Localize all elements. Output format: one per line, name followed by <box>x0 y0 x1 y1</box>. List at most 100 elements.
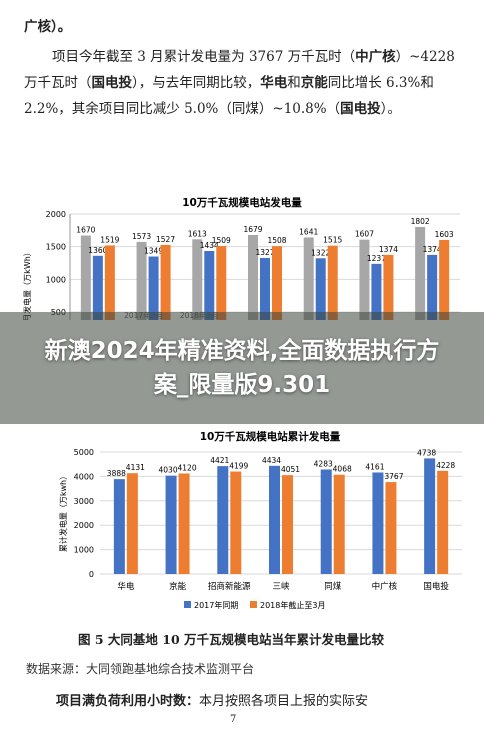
chart2-bar <box>372 472 384 574</box>
chart2-xlabel: 国电投 <box>423 581 449 592</box>
chart1-bar <box>359 239 370 322</box>
para-text-i: 京能 <box>300 75 328 91</box>
chart1-bar-label: 1508 <box>267 236 286 245</box>
section-heading-bold: 项目满负荷利用小时数： <box>56 694 200 709</box>
chart2-xlabel: 华电 <box>117 581 135 592</box>
chart2-bar-label: 4228 <box>436 461 455 470</box>
chart2-bar <box>385 482 397 574</box>
chart2-bar-label: 4030 <box>159 466 178 475</box>
chart2-bar <box>320 469 332 574</box>
chart-monthly-svg: 10万千瓦规模电站发电量 月发电量（万kWh） 200015001000500 … <box>22 196 460 322</box>
para-text-j: 同比增长 6.3%和 2.2%，其余项目同比减少 5.0%（同煤） <box>24 75 434 117</box>
chart2-ytick: 5000 <box>74 448 94 457</box>
para-text-b: 中广 <box>355 49 383 65</box>
chart2-bar-label: 4068 <box>333 465 352 474</box>
chart1-bar <box>104 245 115 322</box>
chart1-bar-label: 1434 <box>200 241 219 250</box>
chart2-bar-label: 4421 <box>210 456 229 465</box>
chart2-xlabel: 三峡 <box>272 581 290 592</box>
data-source: 数据来源：大同领跑基地综合技术监测平台 <box>26 662 255 676</box>
chart2-ytick: 0 <box>89 570 94 579</box>
chart1-bar-label: 1802 <box>411 217 430 226</box>
para-text-k: ~10.8%（ <box>272 101 341 117</box>
chart1-ytick: 1500 <box>46 243 66 252</box>
chart-monthly: 10万千瓦规模电站发电量 月发电量（万kWh） 200015001000500 … <box>0 190 484 324</box>
chart2-ytick: 4000 <box>74 472 94 481</box>
chart1-bar <box>192 239 203 322</box>
legend-swatch-2017 <box>184 601 191 608</box>
chart1-bar <box>216 246 227 322</box>
overlay-banner[interactable]: 新澳2024年精准资料,全面数据执行方案_限量版9.301 <box>0 312 484 424</box>
chart1-bar <box>427 254 438 322</box>
chart2-xlabel: 京能 <box>169 581 187 592</box>
chart2-bar <box>113 479 125 574</box>
chart2-bar-label: 4051 <box>281 465 300 474</box>
chart1-bar <box>204 250 215 322</box>
chart1-bar <box>327 245 338 322</box>
chart2-bar-label: 4738 <box>417 448 436 457</box>
chart2-bar-label: 4131 <box>126 463 145 472</box>
chart2-bar <box>282 475 293 574</box>
chart1-bar-label: 1509 <box>212 236 231 245</box>
chart2-xlabel: 中广核 <box>372 581 398 592</box>
section-heading: 项目满负荷利用小时数：本月按照各项目上报的实际安 <box>56 690 368 709</box>
page-number: 7 <box>230 714 237 725</box>
chart1-title: 10万千瓦规模电站发电量 <box>182 196 302 209</box>
chart2-bar-label: 3767 <box>384 472 403 481</box>
chart1-bar-label: 1607 <box>355 230 374 239</box>
chart2-bar <box>437 470 449 574</box>
para-text-c: 核 <box>382 49 396 65</box>
chart2-ytick: 3000 <box>74 497 94 506</box>
chart2-bar <box>217 466 229 574</box>
chart1-bar <box>260 257 270 322</box>
para-text-h: 和 <box>287 75 301 91</box>
chart2-ytick: 1000 <box>74 546 94 555</box>
figure-caption: 图 5 大同基地 10 万千瓦规模电站当年累计发电量比较 <box>78 632 385 647</box>
chart1-bar-label: 1641 <box>299 227 318 236</box>
chart1-bar-label: 1670 <box>76 226 95 235</box>
chart2-xlabel: 招商新能源 <box>208 581 251 592</box>
chart1-bar-label: 1322 <box>311 248 330 257</box>
chart1-bar <box>248 234 258 322</box>
chart1-bar-label: 1573 <box>132 232 151 241</box>
chart1-bar <box>80 235 91 322</box>
chart1-bar-label: 1603 <box>435 230 454 239</box>
chart2-bar <box>230 471 242 574</box>
paragraph-line1: 广核）。 <box>24 19 72 35</box>
chart1-bar-label: 1327 <box>255 248 274 257</box>
chart1-ytick: 1000 <box>46 275 66 284</box>
chart1-bar <box>383 254 394 322</box>
chart2-bar-label: 4120 <box>178 463 197 472</box>
banner-headline[interactable]: 新澳2024年精准资料,全面数据执行方案_限量版9.301 <box>44 338 440 398</box>
chart2-bar-label: 4283 <box>314 459 333 468</box>
para-text-g: 华电 <box>260 75 288 91</box>
legend-label-2017: 2017年同期 <box>194 600 238 610</box>
chart1-bar-label: 1613 <box>188 229 207 238</box>
chart1-bar <box>272 246 282 322</box>
chart1-bar <box>92 255 103 322</box>
para-text-e: 国电投 <box>91 75 133 91</box>
chart2-ylabel: 累计发电量（万kwh） <box>58 472 68 552</box>
chart2-legend: 2017年同期 2018年截止至3月 <box>184 600 325 610</box>
chart2-bar <box>424 458 436 574</box>
chart2-bar <box>269 465 280 574</box>
chart1-bar <box>136 241 147 322</box>
legend-swatch-2018 <box>250 601 257 608</box>
section-heading-rest: 本月按照各项目上报的实际安 <box>199 694 369 709</box>
para-text-d: ）~4228 万千瓦时（ <box>24 49 455 91</box>
chart2-bar <box>178 473 190 574</box>
chart2-bar-label: 4161 <box>365 462 384 471</box>
chart2-ytick: 2000 <box>74 521 94 530</box>
chart2-title: 10万千瓦规模电站累计发电量 <box>200 430 341 443</box>
chart1-bar-label: 1527 <box>156 235 175 244</box>
chart1-bar <box>415 226 426 322</box>
chart2-bar <box>333 474 345 574</box>
chart1-bar-label: 1519 <box>100 235 119 244</box>
chart1-bar <box>148 256 159 322</box>
chart2-bar <box>126 473 138 574</box>
chart2-bar-label: 4434 <box>262 456 281 465</box>
para-text-l: 国电投 <box>340 101 381 117</box>
para-text-a: 项目今年截至 3 月累计发电量为 3767 万千瓦时（ <box>52 49 356 65</box>
chart1-bar <box>371 263 382 322</box>
chart2-bar-label: 3888 <box>107 469 126 478</box>
